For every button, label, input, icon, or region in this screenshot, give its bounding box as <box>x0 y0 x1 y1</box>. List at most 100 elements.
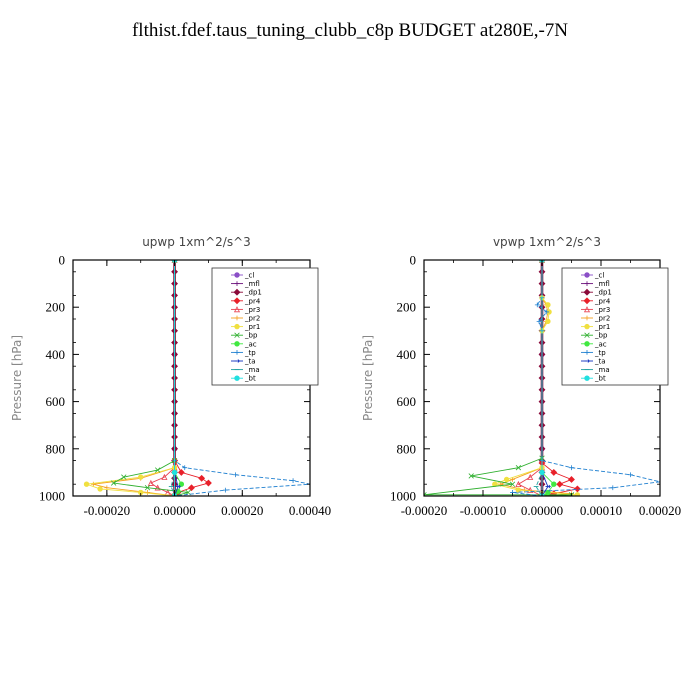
legend-marker <box>234 315 240 321</box>
series-line-pr1 <box>86 260 176 496</box>
y-axis-label: Pressure [hPa] <box>361 335 375 421</box>
y-axis-label: Pressure [hPa] <box>10 335 24 421</box>
legend-marker <box>584 315 590 321</box>
panel-title: vpwp 1xm^2/s^3 <box>493 235 601 249</box>
data-point-pr4 <box>177 468 185 476</box>
legend-entry: _pr1 <box>594 323 610 331</box>
legend-entry: _tp <box>594 349 606 357</box>
legend-entry: _ac <box>244 340 257 348</box>
data-point-pr1 <box>138 474 144 480</box>
chart-panel-1: 0 200 400 600 800 1000 -0.00020 0.00000 0.00020 0… <box>10 235 331 518</box>
data-point-bp <box>121 474 127 480</box>
legend-marker <box>584 341 590 347</box>
x-tick-label: 0.00010 <box>580 503 622 518</box>
x-tick-label: 0.00040 <box>289 503 331 518</box>
data-point-pr3 <box>161 473 168 480</box>
data-point-tp <box>182 465 188 471</box>
legend-marker <box>584 332 590 338</box>
series-line-ma <box>170 260 176 496</box>
data-point-tp <box>290 478 296 484</box>
legend-entry: _ta <box>244 358 256 366</box>
legend-marker <box>233 306 241 313</box>
data-point-pr1 <box>545 318 551 325</box>
legend-entry: _pr1 <box>244 323 260 331</box>
legend-entry: _bt <box>594 375 606 383</box>
legend-marker <box>584 281 590 286</box>
data-point-pr4 <box>205 479 212 487</box>
legend-marker <box>584 272 590 278</box>
data-point-pr1 <box>545 302 551 308</box>
data-point-bp <box>468 473 474 479</box>
data-point-pr1 <box>515 487 522 493</box>
series-line-pr4 <box>174 260 210 496</box>
data-point-tp <box>610 485 616 491</box>
legend-entry: _dp1 <box>594 289 612 297</box>
data-point-pr4 <box>188 484 195 492</box>
data-point-ac <box>551 481 557 487</box>
legend-marker <box>234 350 240 355</box>
legend-entry: _pr3 <box>594 306 610 314</box>
legend-entry: _pr4 <box>244 297 261 305</box>
data-point-tp <box>628 472 633 478</box>
legend-marker <box>584 359 590 363</box>
data-point-pr3 <box>527 473 534 480</box>
series-group <box>83 260 310 496</box>
legend-marker <box>583 306 591 313</box>
legend-entry: _cl <box>594 272 604 280</box>
data-point-tp <box>536 318 542 324</box>
data-point-bp <box>144 485 151 491</box>
data-point-pr3 <box>515 480 522 487</box>
legend-entry: _mfl <box>594 280 610 288</box>
legend-marker <box>583 297 591 305</box>
series-line-bp <box>424 260 572 496</box>
legend-entry: _pr2 <box>244 315 260 323</box>
x-tick-label: 0.00020 <box>221 503 263 518</box>
data-point-pr4 <box>198 474 206 482</box>
x-tick-label: 0.00000 <box>521 503 563 518</box>
data-point-tp <box>233 472 238 478</box>
series-line-bp <box>112 260 189 496</box>
data-point-ac <box>545 489 551 496</box>
data-point-pr3 <box>154 484 161 491</box>
data-point-pr2 <box>145 490 150 495</box>
data-point-tp <box>544 309 550 315</box>
data-point-ta <box>175 484 181 489</box>
legend-marker <box>583 288 591 296</box>
legend: _cl_mfl_dp1_pr4_pr3_pr2_pr1_bp_ac_tp_ta_… <box>561 267 669 386</box>
page-title: flthist.fdef.taus_tuning_clubb_c8p BUDGE… <box>131 20 569 41</box>
legend-marker <box>584 350 590 355</box>
legend-entry: _mfl <box>244 280 260 288</box>
data-point-pr1 <box>503 476 510 483</box>
series-line-pr2 <box>93 260 176 496</box>
y-tick-label: 600 <box>397 394 417 409</box>
data-point-pr1 <box>83 481 90 487</box>
data-point-tp <box>657 479 660 485</box>
data-point-pr2 <box>90 481 96 487</box>
legend-entry: _dp1 <box>244 289 262 297</box>
legend-entry: _pr2 <box>594 315 610 323</box>
x-tick-label: 0.00020 <box>639 503 681 518</box>
legend-marker <box>233 288 241 296</box>
legend-marker <box>234 332 240 338</box>
legend-entry: _pr3 <box>244 306 260 314</box>
legend-marker <box>584 375 590 381</box>
x-tick-label: -0.00020 <box>401 503 448 518</box>
y-tick-label: 200 <box>397 300 417 315</box>
data-point-pr3 <box>147 479 154 486</box>
legend-entry: _tp <box>244 349 256 357</box>
legend-entry: _ma <box>594 366 610 374</box>
y-tick-label: 200 <box>46 300 66 315</box>
legend-marker <box>233 297 241 305</box>
y-tick-label: 400 <box>397 347 417 362</box>
legend-entry: _ta <box>594 358 606 366</box>
legend-marker <box>234 359 240 363</box>
data-point-tp <box>222 487 228 493</box>
legend-marker <box>234 281 240 286</box>
data-point-bp <box>424 492 427 496</box>
data-point-bp <box>154 467 161 473</box>
legend-entry: _bt <box>244 375 256 383</box>
legend-box <box>211 267 319 386</box>
x-tick-label: -0.00020 <box>84 503 131 518</box>
series-line-tp <box>174 260 310 496</box>
x-tick-label: -0.00010 <box>460 503 507 518</box>
